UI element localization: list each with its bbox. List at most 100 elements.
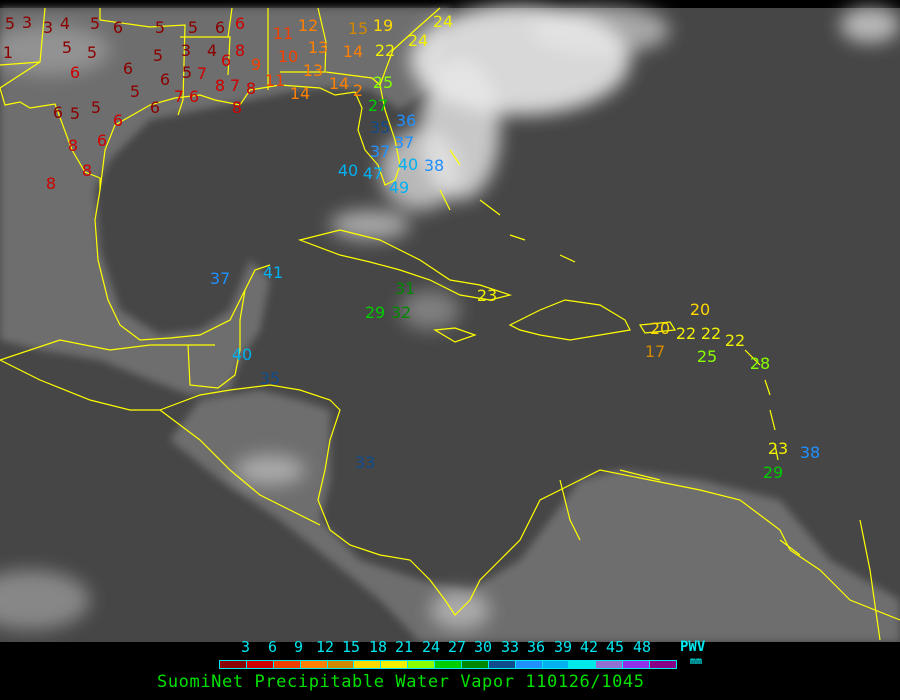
legend-swatch [488, 661, 516, 668]
pwv-station-label: 4 [207, 41, 217, 60]
pwv-station-label: 10 [278, 47, 298, 66]
pwv-station-label: 14 [329, 74, 349, 93]
legend-color-bar [219, 660, 677, 669]
pwv-station-label: 11 [273, 24, 293, 43]
pwv-station-label: 29 [763, 463, 783, 482]
pwv-station-label: 7 [174, 87, 184, 106]
map-caption: SuomiNet Precipitable Water Vapor 110126… [157, 672, 645, 692]
pwv-station-label: 5 [70, 104, 80, 123]
pwv-station-label: 6 [70, 63, 80, 82]
pwv-station-label: 23 [477, 286, 497, 305]
legend-tick: 24 [422, 638, 441, 656]
legend-swatch [596, 661, 624, 668]
pwv-station-label: 4 [60, 14, 70, 33]
pwv-station-label: 5 [130, 82, 140, 101]
pwv-station-label: 22 [701, 324, 721, 343]
pwv-station-label: 6 [113, 18, 123, 37]
pwv-station-label: 6 [221, 51, 231, 70]
pwv-station-label: 6 [123, 59, 133, 78]
pwv-station-label: 49 [389, 178, 409, 197]
legend-swatch [246, 661, 274, 668]
pwv-station-label: 29 [365, 303, 385, 322]
pwv-station-label: 41 [263, 263, 283, 282]
pwv-station-label: 5 [182, 63, 192, 82]
pwv-station-label: 33 [355, 453, 375, 472]
pwv-station-label: 40 [398, 155, 418, 174]
legend-tick: 21 [395, 638, 414, 656]
legend-unit: mm [690, 656, 703, 667]
pwv-station-label: 8 [232, 98, 242, 117]
pwv-station-label: 22 [375, 41, 395, 60]
legend-tick: 36 [527, 638, 546, 656]
pwv-station-label: 25 [373, 73, 393, 92]
pwv-station-label: 40 [232, 345, 252, 364]
pwv-station-label: 13 [308, 38, 328, 57]
pwv-station-label: 47 [363, 164, 383, 183]
pwv-station-label: 27 [368, 96, 388, 115]
legend-swatch [300, 661, 328, 668]
pwv-station-label: 5 [155, 18, 165, 37]
pwv-station-label: 2 [353, 81, 363, 100]
pwv-station-label: 6 [189, 87, 199, 106]
pwv-station-label: 5 [91, 98, 101, 117]
pwv-station-label: 17 [645, 342, 665, 361]
pwv-station-label: 6 [113, 111, 123, 130]
land-mass [0, 8, 900, 642]
pwv-station-label: 38 [800, 443, 820, 462]
legend-swatch [327, 661, 355, 668]
legend-tick: 45 [606, 638, 625, 656]
pwv-station-label: 6 [160, 70, 170, 89]
pwv-station-label: 35 [370, 118, 390, 137]
pwv-station-label: 22 [725, 331, 745, 350]
pwv-station-label: 8 [246, 79, 256, 98]
legend-tick: 30 [474, 638, 493, 656]
pwv-station-label: 11 [265, 71, 285, 90]
pwv-station-label: 5 [62, 38, 72, 57]
legend-swatch [650, 661, 676, 668]
legend-tick: 39 [554, 638, 573, 656]
pwv-station-label: 8 [68, 136, 78, 155]
pwv-station-label: 3 [181, 41, 191, 60]
pwv-station-label: 40 [338, 161, 358, 180]
legend-tick: 48 [633, 638, 652, 656]
pwv-station-label: 7 [197, 64, 207, 83]
legend-tick: 18 [369, 638, 388, 656]
pwv-station-label: 28 [750, 354, 770, 373]
pwv-station-label: 6 [235, 14, 245, 33]
pwv-station-label: 5 [188, 18, 198, 37]
pwv-station-label: 13 [303, 61, 323, 80]
pwv-station-label: 5 [90, 14, 100, 33]
pwv-station-label: 8 [82, 161, 92, 180]
pwv-station-label: 6 [97, 131, 107, 150]
legend-swatch [408, 661, 435, 668]
pwv-station-label: 19 [373, 16, 393, 35]
pwv-station-label: 24 [433, 12, 453, 31]
pwv-station-label: 12 [298, 16, 318, 35]
pwv-station-label: 37 [394, 133, 414, 152]
pwv-station-label: 25 [697, 347, 717, 366]
legend-tick: 9 [294, 638, 304, 656]
legend-swatch [461, 661, 489, 668]
pwv-station-label: 20 [650, 319, 670, 338]
legend-tick: 12 [316, 638, 335, 656]
legend-tick: 15 [342, 638, 361, 656]
pwv-station-label: 7 [230, 76, 240, 95]
pwv-legend: 3 6 9 12 15 18 21 24 27 30 33 36 39 42 45 48 PWV mm Suo… [0, 638, 900, 700]
pwv-station-label: 31 [395, 279, 415, 298]
pwv-station-label: 3 [22, 13, 32, 32]
legend-swatch [381, 661, 409, 668]
pwv-station-label: 6 [150, 98, 160, 117]
legend-swatch [220, 661, 247, 668]
legend-swatch [515, 661, 543, 668]
legend-swatch [569, 661, 597, 668]
pwv-station-label: 37 [370, 142, 390, 161]
legend-swatch [542, 661, 570, 668]
pwv-station-label: 22 [676, 324, 696, 343]
pwv-station-label: 14 [343, 42, 363, 61]
pwv-station-label: 5 [5, 14, 15, 33]
legend-swatch [354, 661, 382, 668]
pwv-station-label: 24 [408, 31, 428, 50]
legend-unit-label: PWV [680, 639, 706, 655]
pwv-station-label: 38 [424, 156, 444, 175]
